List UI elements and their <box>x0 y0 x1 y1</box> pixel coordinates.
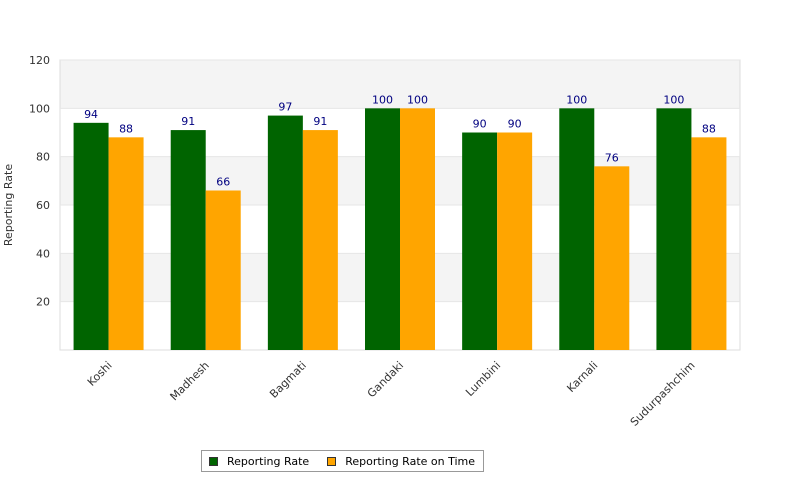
bar[interactable] <box>559 108 595 350</box>
bar[interactable] <box>205 190 241 351</box>
x-tick-label: Karnali <box>564 359 600 395</box>
data-label: 100 <box>372 93 393 106</box>
bar[interactable] <box>302 130 338 350</box>
bar[interactable] <box>691 137 727 350</box>
legend-label: Reporting Rate on Time <box>345 454 476 468</box>
data-labels: 94 88 91 66 97 91 100 100 90 90 100 76 100 88 <box>84 93 716 188</box>
data-label: 90 <box>508 118 522 131</box>
bar[interactable] <box>594 166 630 350</box>
data-label: 90 <box>473 118 487 131</box>
x-tick-label: Madhesh <box>168 359 212 403</box>
data-label: 76 <box>605 151 619 164</box>
bars <box>73 108 727 351</box>
y-axis-ticks: 20 40 60 80 100 120 <box>29 54 50 309</box>
bar[interactable] <box>267 115 303 350</box>
bar[interactable] <box>497 132 533 351</box>
bar[interactable] <box>462 132 498 351</box>
data-label: 100 <box>407 93 428 106</box>
data-label: 88 <box>702 122 716 135</box>
x-tick-label: Sudurpashchim <box>628 359 698 429</box>
x-tick-label: Gandaki <box>365 359 406 400</box>
legend-item-reporting-rate[interactable]: Reporting Rate <box>209 455 309 468</box>
y-tick-label: 120 <box>29 54 50 67</box>
data-label: 100 <box>566 93 587 106</box>
data-label: 91 <box>313 115 327 128</box>
data-label: 91 <box>181 115 195 128</box>
data-label: 66 <box>216 176 230 189</box>
legend-swatch <box>209 456 218 466</box>
x-axis-categories: Koshi Madhesh Bagmati Gandaki Lumbini Karnali… <box>85 359 698 429</box>
legend: Reporting Rate Reporting Rate on Time <box>201 450 485 472</box>
y-tick-label: 80 <box>36 151 50 164</box>
data-label: 100 <box>663 93 684 106</box>
bar[interactable] <box>656 108 692 350</box>
plot-band <box>60 60 740 109</box>
legend-swatch <box>327 456 337 466</box>
y-tick-label: 40 <box>36 247 50 260</box>
data-label: 97 <box>278 101 292 114</box>
legend-label: Reporting Rate <box>227 454 310 468</box>
bar[interactable] <box>73 122 109 350</box>
y-tick-label: 100 <box>29 102 50 115</box>
legend-item-reporting-rate-on-time[interactable]: Reporting Rate on Time <box>327 455 475 468</box>
x-tick-label: Koshi <box>85 359 115 389</box>
y-tick-label: 20 <box>36 296 50 309</box>
x-tick-label: Bagmati <box>267 359 309 401</box>
data-label: 88 <box>119 122 133 135</box>
y-tick-label: 60 <box>36 199 50 212</box>
x-tick-label: Lumbini <box>463 359 503 399</box>
y-axis-label: Reporting Rate <box>2 164 15 246</box>
bar[interactable] <box>170 130 206 350</box>
bar[interactable] <box>365 108 400 350</box>
bar[interactable] <box>400 108 435 350</box>
bar[interactable] <box>108 137 144 350</box>
data-label: 94 <box>84 108 98 121</box>
